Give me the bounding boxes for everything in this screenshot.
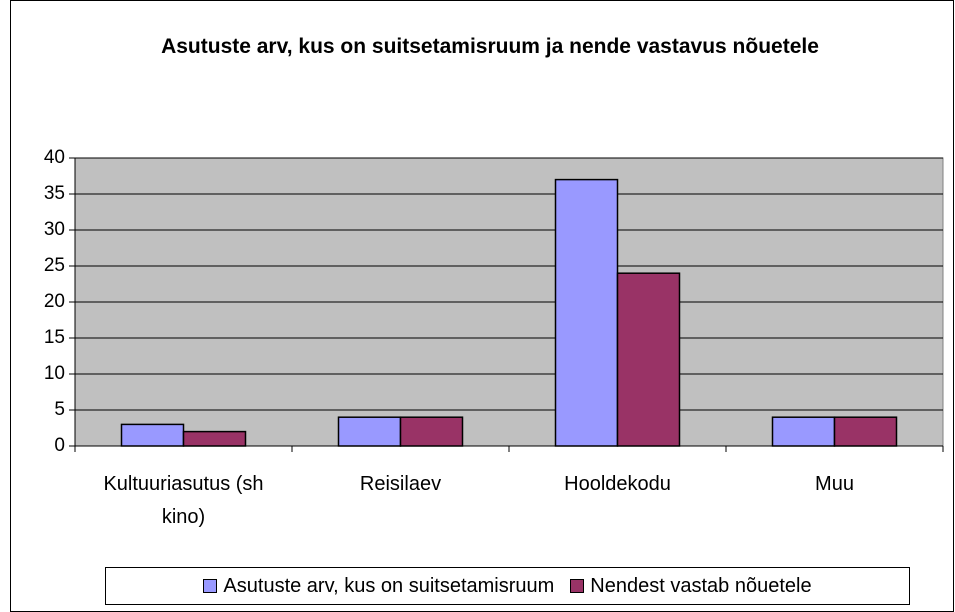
- bar: [554, 178, 619, 447]
- bar: [833, 416, 898, 447]
- bar: [337, 416, 402, 447]
- bar: [120, 423, 185, 447]
- x-tick-label: Muu: [815, 473, 854, 495]
- legend-label: Nendest vastab nõuetele: [590, 574, 812, 597]
- bar: [182, 430, 247, 447]
- bar: [771, 416, 836, 447]
- y-tick-label: 30: [44, 219, 65, 240]
- legend-swatch: [203, 579, 218, 593]
- y-tick-label: 15: [44, 327, 65, 348]
- bar: [399, 416, 464, 447]
- y-tick-label: 35: [44, 183, 65, 204]
- y-tick-label: 0: [54, 435, 65, 456]
- y-tick-label: 5: [54, 399, 65, 420]
- legend: Asutuste arv, kus on suitsetamisruum Nend…: [105, 567, 910, 605]
- y-tick-label: 25: [44, 255, 65, 276]
- bar: [616, 272, 681, 447]
- y-tick-label: 10: [44, 363, 65, 384]
- x-tick-label: Reisilaev: [359, 473, 442, 495]
- chart-title: Asutuste arv, kus on suitsetamisruum ja …: [161, 35, 819, 58]
- legend-swatch: [570, 579, 585, 593]
- y-tick-label: 40: [44, 147, 65, 168]
- legend-label: Asutuste arv, kus on suitsetamisruum: [223, 574, 555, 597]
- legend-item: Asutuste arv, kus on suitsetamisruum: [203, 575, 554, 598]
- x-tick-label: Hooldekodu: [564, 473, 671, 495]
- y-tick-label: 20: [44, 291, 65, 312]
- legend-item: Nendest vastab nõuetele: [570, 574, 812, 598]
- x-tick-label: Kultuuriasutus (sh kino): [103, 473, 264, 528]
